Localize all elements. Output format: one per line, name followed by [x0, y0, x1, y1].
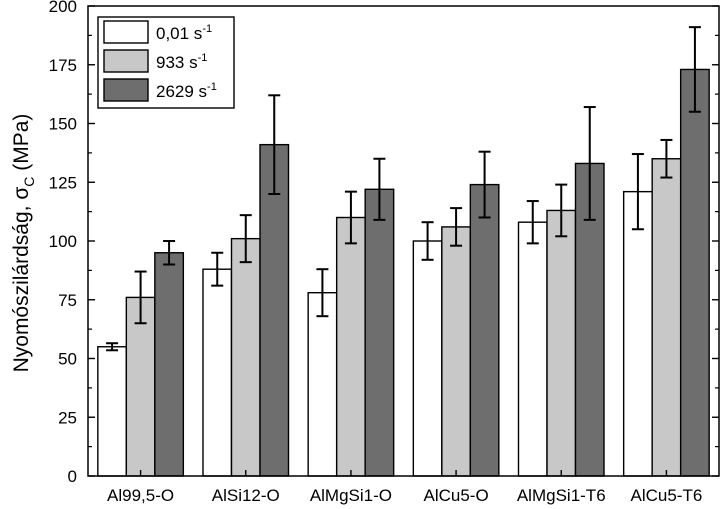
bar-2: [335, 216, 366, 477]
legend-label-superscript: -1: [207, 81, 217, 93]
legend: 0,01 s-1 933 s-1 2629 s-1: [97, 16, 235, 109]
y-axis-title-subscript: C: [21, 177, 37, 187]
y-tick-label: 25: [58, 408, 77, 427]
bar-3: [469, 183, 500, 477]
y-tick-label: 200: [49, 0, 77, 16]
bar-2: [546, 209, 577, 477]
y-axis-title: Nyomószilárdság, σC (MPa): [10, 114, 37, 373]
y-axis-title-unit: (MPa): [10, 114, 33, 177]
bar-3: [364, 188, 395, 477]
y-tick-label: 0: [68, 467, 77, 486]
bar-2: [441, 226, 472, 477]
legend-label-superscript: -1: [198, 52, 208, 64]
bar-2: [125, 296, 156, 477]
bar-1: [202, 268, 233, 477]
bar-1: [412, 240, 443, 477]
bar-1: [97, 346, 128, 477]
bar-2: [230, 237, 261, 477]
legend-label-3: 2629 s-1: [156, 81, 217, 101]
bar-3: [679, 68, 710, 477]
legend-swatch-2: [103, 49, 149, 73]
x-tick-label: AlSi12-O: [212, 486, 280, 505]
y-tick-label: 100: [49, 232, 77, 251]
legend-swatch-1: [103, 20, 149, 44]
bar-1: [517, 221, 548, 477]
x-tick-label: Al99,5-O: [107, 486, 174, 505]
bar-1: [622, 190, 653, 477]
y-tick-label: 50: [58, 350, 77, 369]
y-tick-label: 175: [49, 56, 77, 75]
bar-3: [154, 252, 185, 477]
legend-label-superscript: -1: [202, 23, 212, 35]
bar-1: [307, 292, 338, 477]
y-tick-label: 75: [58, 291, 77, 310]
legend-swatch-3: [103, 78, 149, 102]
bar-2: [651, 158, 682, 477]
legend-label-1: 0,01 s-1: [156, 23, 212, 43]
y-tick-label: 125: [49, 173, 77, 192]
error-bars-layer: [106, 26, 701, 352]
bars-layer: [97, 68, 710, 477]
y-tick-label: 150: [49, 115, 77, 134]
legend-label-2: 933 s-1: [156, 52, 207, 72]
x-tick-label: AlCu5-T6: [631, 486, 703, 505]
bar-3: [259, 143, 290, 477]
x-tick-label: AlMgSi1-O: [310, 486, 392, 505]
ticks-layer: Al99,5-O AlSi12-O AlMgSi1-O AlCu5-O AlMgSi1-…: [49, 0, 719, 505]
x-tick-label: AlMgSi1-T6: [517, 486, 606, 505]
y-axis-title-main: Nyomószilárdság, σ: [10, 187, 33, 373]
x-tick-label: AlCu5-O: [423, 486, 488, 505]
